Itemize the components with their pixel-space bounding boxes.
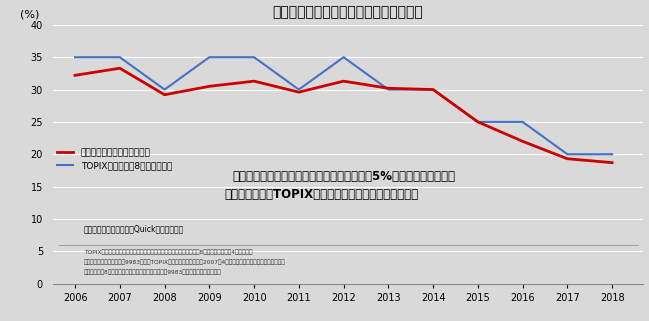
Text: (%): (%)	[20, 10, 40, 20]
Text: 東証が公表するTOPIXの浮動株比率（青線）に一致した: 東証が公表するTOPIXの浮動株比率（青線）に一致した	[224, 188, 418, 201]
Text: 出所：有価証券報告書、Quickより筆者作成: 出所：有価証券報告書、Quickより筆者作成	[84, 224, 184, 233]
Legend: 有価証券報告書からの算出値, TOPIXの公表値（8ヶ月前倒し）: 有価証券報告書からの算出値, TOPIXの公表値（8ヶ月前倒し）	[57, 148, 172, 170]
Text: ファーストリテイリング（9983）株のTOPIX浮動株比率について、2007年4月以降の不定期更新は行われていない: ファーストリテイリング（9983）株のTOPIX浮動株比率について、2007年4…	[84, 259, 286, 265]
Title: ファーストリテイリング社の浮動株比率: ファーストリテイリング社の浮動株比率	[273, 5, 423, 20]
Text: データは毎年8月末時点。ファーストリテイリング（9983）株の決算期に合わせた: データは毎年8月末時点。ファーストリテイリング（9983）株の決算期に合わせた	[84, 269, 222, 275]
Text: TOPIXの浮動株比率定期更新は有価証券報告書に遅れて更新される。8月決算銘柄は翌年4月末の更新: TOPIXの浮動株比率定期更新は有価証券報告書に遅れて更新される。8月決算銘柄は…	[84, 250, 252, 255]
Text: 信託銀行保有分を含む浮動株比率（赤線）を5%刻みで切り上げると: 信託銀行保有分を含む浮動株比率（赤線）を5%刻みで切り上げると	[232, 170, 455, 183]
